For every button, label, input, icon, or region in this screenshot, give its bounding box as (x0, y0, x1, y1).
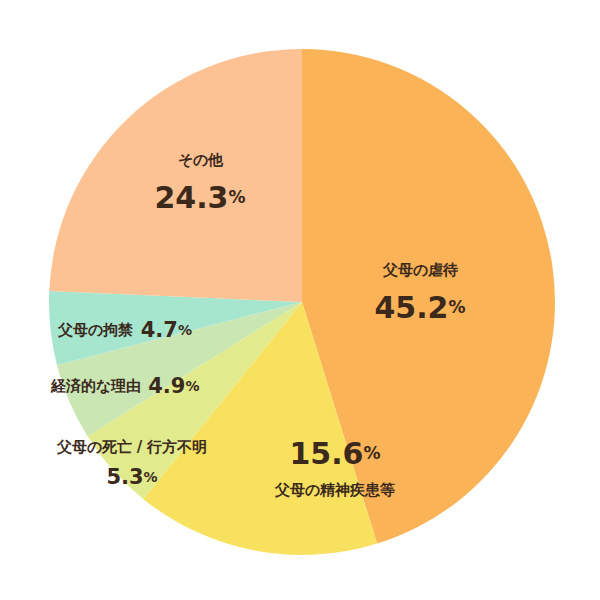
svg-text:%: % (144, 469, 158, 485)
svg-text:4.7: 4.7 (141, 318, 178, 342)
svg-text:父母の死亡 / 行方不明: 父母の死亡 / 行方不明 (56, 438, 208, 456)
svg-text:父母の拘禁: 父母の拘禁 (57, 321, 134, 339)
svg-text:5.3: 5.3 (106, 465, 143, 489)
svg-text:経済的な理由: 経済的な理由 (50, 377, 141, 395)
svg-text:父母の虐待: 父母の虐待 (382, 261, 458, 279)
svg-text:%: % (178, 322, 192, 338)
svg-text:その他: その他 (178, 151, 224, 169)
svg-text:24.3: 24.3 (154, 180, 228, 215)
svg-text:15.6: 15.6 (289, 436, 363, 471)
svg-text:%: % (185, 378, 199, 394)
svg-text:4.9: 4.9 (148, 374, 185, 398)
svg-text:%: % (228, 187, 245, 207)
svg-text:父母の精神疾患等: 父母の精神疾患等 (274, 481, 395, 499)
svg-text:45.2: 45.2 (374, 290, 448, 325)
svg-text:%: % (363, 443, 380, 463)
svg-text:%: % (448, 297, 465, 317)
